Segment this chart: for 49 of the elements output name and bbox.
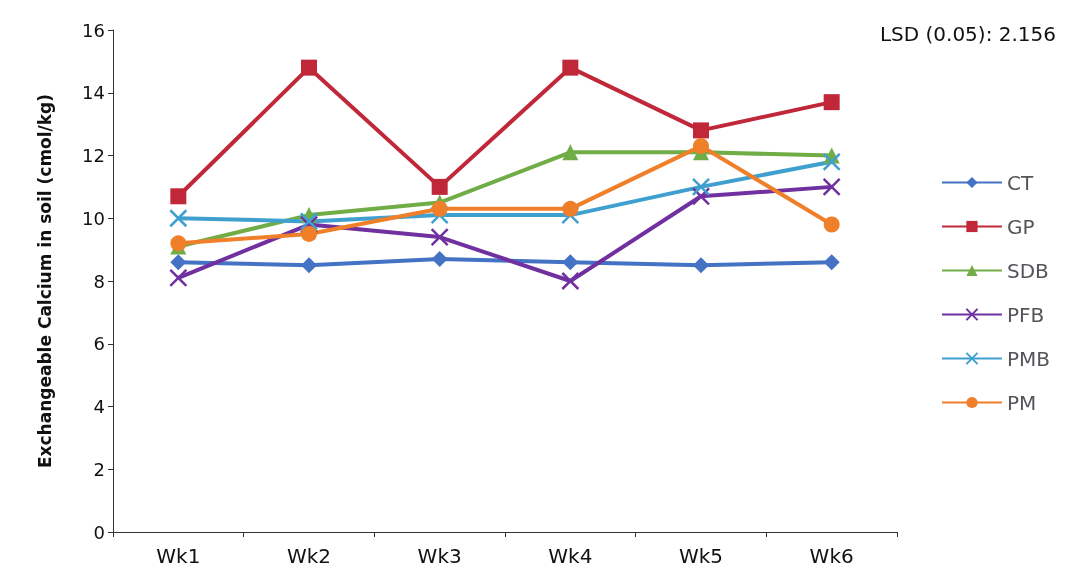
point (562, 144, 579, 161)
point (301, 59, 317, 76)
point (822, 177, 841, 197)
point (691, 187, 711, 206)
point (169, 209, 188, 228)
point (693, 138, 709, 155)
y-tick-label: 4 (93, 396, 105, 417)
point (562, 254, 579, 271)
point (561, 271, 580, 291)
point (691, 177, 711, 197)
legend-label: PFB (1006, 302, 1045, 327)
point (562, 59, 579, 76)
point (170, 188, 187, 205)
point (693, 257, 709, 274)
y-tick-label: 6 (93, 333, 105, 355)
y-axis-title: Exchangeable Calcium in soil (cmol/kg) (34, 93, 55, 469)
annotation: LSD (0.05): 2.156 (879, 22, 1057, 46)
y-tick-label: 14 (82, 82, 105, 104)
point (430, 227, 449, 247)
y-tick-label: 2 (93, 458, 105, 480)
x-tick-label: Wk5 (678, 544, 724, 568)
x-tick-label: Wk1 (156, 544, 201, 568)
x-tick-label: Wk2 (286, 544, 332, 568)
legend-label: PM (1006, 390, 1037, 415)
legend-label: SDB (1006, 258, 1049, 283)
legend-label: PMB (1006, 346, 1051, 371)
y-tick-label: 12 (82, 145, 105, 166)
x-tick-label: Wk4 (548, 544, 593, 568)
point (562, 200, 579, 217)
y-tick-label: 10 (82, 207, 105, 229)
legend-label: GP (1006, 214, 1035, 239)
point (431, 251, 448, 268)
point (693, 122, 709, 139)
point (823, 216, 840, 233)
y-tick-label: 8 (93, 270, 105, 292)
point (823, 94, 840, 111)
y-tick-label: 0 (93, 521, 105, 543)
x-tick-label: Wk6 (809, 544, 854, 568)
point (301, 225, 317, 242)
point (169, 268, 188, 288)
point (301, 257, 317, 274)
legend-label: CT (1006, 170, 1034, 195)
point (823, 254, 840, 271)
point (170, 254, 187, 271)
point (431, 200, 448, 217)
x-tick-label: Wk3 (417, 544, 462, 568)
y-tick-label: 16 (82, 19, 105, 41)
point (822, 152, 841, 172)
point (431, 178, 448, 195)
